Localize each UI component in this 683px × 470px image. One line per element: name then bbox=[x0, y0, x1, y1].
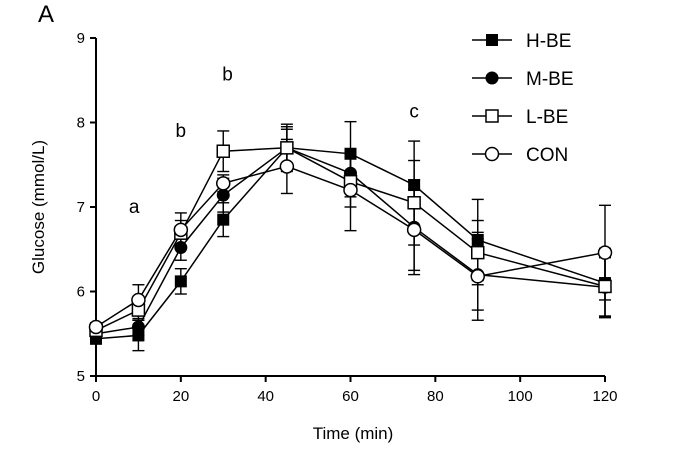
y-tick-label: 9 bbox=[77, 30, 85, 47]
marker-shape bbox=[280, 141, 294, 155]
panel-letter: A bbox=[38, 1, 54, 28]
marker-shape bbox=[216, 176, 231, 191]
marker-shape bbox=[407, 196, 421, 210]
data-point-con bbox=[173, 222, 189, 238]
marker-shape bbox=[343, 182, 358, 198]
data-point-con bbox=[131, 292, 146, 308]
marker-shape bbox=[484, 146, 500, 162]
marker-shape bbox=[471, 245, 485, 260]
marker-shape bbox=[174, 241, 188, 255]
significance-letter: b bbox=[222, 64, 233, 85]
legend: H-BE M-BE L-BE CON bbox=[472, 31, 574, 166]
data-point-con bbox=[343, 182, 358, 198]
marker-shape bbox=[216, 188, 230, 202]
x-tick-label: 20 bbox=[172, 388, 189, 405]
marker-shape bbox=[279, 159, 295, 174]
marker-shape bbox=[486, 34, 498, 46]
legend-marker-m-be bbox=[485, 71, 499, 85]
y-tick-label: 8 bbox=[77, 115, 85, 132]
data-point-m-be bbox=[216, 188, 230, 202]
x-tick-label: 80 bbox=[427, 388, 444, 405]
legend-label: H-BE bbox=[526, 31, 571, 52]
significance-letter: b bbox=[176, 121, 187, 142]
marker-shape bbox=[216, 144, 230, 158]
legend-label: M-BE bbox=[526, 69, 574, 90]
x-tick-label: 120 bbox=[592, 388, 617, 405]
data-point-m-be bbox=[174, 241, 188, 255]
data-point-h-be bbox=[408, 179, 421, 192]
data-point-l-be bbox=[407, 196, 421, 210]
legend-item-con: CON bbox=[472, 145, 568, 166]
marker-shape bbox=[131, 292, 146, 308]
data-point-l-be bbox=[216, 144, 230, 158]
data-point-con bbox=[470, 269, 485, 284]
data-point-h-be bbox=[471, 233, 484, 246]
data-point-h-be bbox=[174, 275, 187, 288]
y-tick-label: 6 bbox=[77, 284, 85, 301]
y-axis-label: Glucose (mmol/L) bbox=[29, 140, 48, 274]
marker-shape bbox=[471, 233, 484, 246]
y-tick-label: 5 bbox=[77, 368, 85, 385]
legend-item-l-be: L-BE bbox=[472, 107, 568, 128]
data-point-con bbox=[597, 245, 613, 260]
data-point-l-be bbox=[280, 141, 294, 155]
data-point-con bbox=[279, 159, 295, 174]
marker-shape bbox=[174, 275, 187, 288]
marker-shape bbox=[485, 109, 499, 123]
x-tick-label: 0 bbox=[92, 388, 100, 405]
marker-shape bbox=[485, 71, 499, 85]
significance-letter: c bbox=[409, 101, 419, 122]
marker-shape bbox=[88, 319, 104, 335]
data-point-m-be bbox=[131, 320, 145, 334]
data-point-l-be bbox=[471, 245, 485, 260]
legend-label: L-BE bbox=[526, 107, 568, 128]
marker-shape bbox=[470, 269, 485, 284]
data-point-con bbox=[216, 176, 231, 191]
axes: 0 20 40 60 80 100 120 5 6 7 8 9 bbox=[77, 30, 618, 405]
x-tick-label: 60 bbox=[342, 388, 359, 405]
data-point-l-be bbox=[598, 279, 612, 294]
legend-item-m-be: M-BE bbox=[472, 69, 574, 90]
x-tick-label: 100 bbox=[508, 388, 533, 405]
marker-shape bbox=[217, 213, 230, 226]
marker-shape bbox=[598, 279, 612, 294]
annotation-layer: a b b c bbox=[129, 64, 419, 218]
x-tick-label: 40 bbox=[257, 388, 274, 405]
data-point-con bbox=[88, 319, 104, 335]
y-tick-label: 7 bbox=[77, 199, 85, 216]
marker-shape bbox=[406, 222, 422, 238]
data-point-h-be bbox=[344, 147, 357, 160]
legend-marker-h-be bbox=[486, 34, 498, 46]
series-layer bbox=[88, 120, 613, 352]
legend-item-h-be: H-BE bbox=[472, 31, 571, 52]
marker-shape bbox=[131, 320, 145, 334]
data-point-h-be bbox=[217, 213, 230, 226]
marker-shape bbox=[597, 245, 613, 260]
marker-shape bbox=[344, 147, 357, 160]
data-point-con bbox=[406, 222, 422, 238]
legend-marker-l-be bbox=[485, 109, 499, 123]
x-axis-label: Time (min) bbox=[313, 424, 394, 443]
marker-shape bbox=[173, 222, 189, 238]
legend-label: CON bbox=[526, 145, 568, 166]
significance-letter: a bbox=[129, 197, 140, 218]
series-markers bbox=[88, 141, 613, 345]
legend-marker-con bbox=[484, 146, 500, 162]
marker-shape bbox=[408, 179, 421, 192]
